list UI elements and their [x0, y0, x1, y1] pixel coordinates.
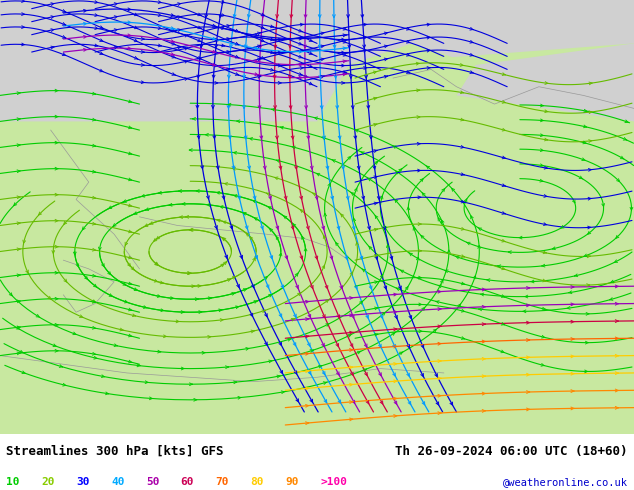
Text: 60: 60 [181, 477, 194, 487]
Text: 30: 30 [76, 477, 89, 487]
Text: 70: 70 [216, 477, 229, 487]
Text: 20: 20 [41, 477, 55, 487]
Text: Streamlines 300 hPa [kts] GFS: Streamlines 300 hPa [kts] GFS [6, 445, 224, 458]
Text: 50: 50 [146, 477, 159, 487]
Text: 10: 10 [6, 477, 20, 487]
Polygon shape [0, 0, 349, 122]
Polygon shape [0, 0, 634, 65]
Text: >100: >100 [320, 477, 347, 487]
Polygon shape [0, 0, 634, 434]
Text: 90: 90 [285, 477, 299, 487]
Text: @weatheronline.co.uk: @weatheronline.co.uk [503, 477, 628, 487]
Polygon shape [456, 44, 634, 122]
Text: Th 26-09-2024 06:00 UTC (18+60): Th 26-09-2024 06:00 UTC (18+60) [395, 445, 628, 458]
Polygon shape [349, 44, 476, 96]
Text: 80: 80 [250, 477, 264, 487]
Text: 40: 40 [111, 477, 124, 487]
